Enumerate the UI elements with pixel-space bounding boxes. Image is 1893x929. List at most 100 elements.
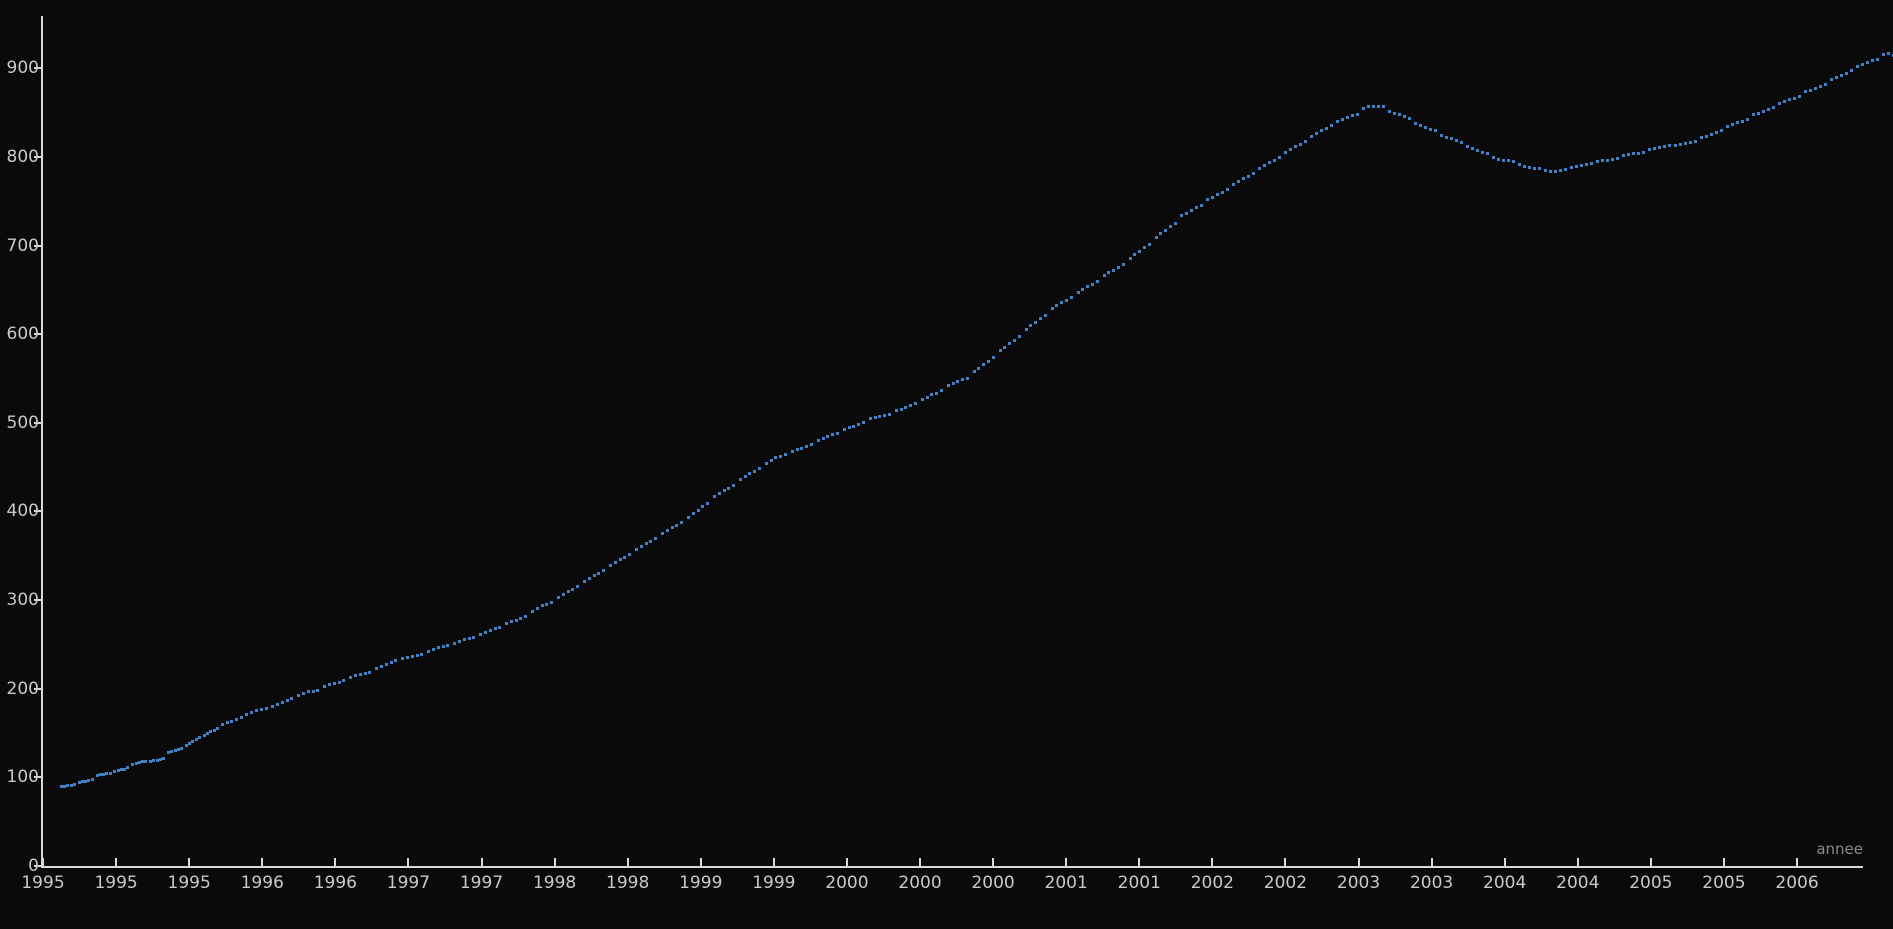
data-point: [1310, 134, 1314, 138]
x-tick-label: 2005: [1702, 873, 1746, 893]
data-point: [1299, 142, 1303, 146]
x-tick-label: 2002: [1190, 873, 1234, 893]
data-point: [935, 391, 939, 395]
data-point: [1891, 54, 1893, 58]
data-point: [1424, 125, 1428, 129]
data-point: [530, 609, 534, 613]
data-point: [270, 704, 274, 708]
data-point: [566, 590, 570, 594]
data-point: [649, 539, 653, 543]
data-point: [342, 678, 346, 682]
y-tick-label: 100: [6, 767, 39, 788]
data-point: [105, 771, 109, 775]
x-tick-label: 1999: [679, 873, 723, 893]
data-point: [977, 366, 981, 370]
data-point: [1372, 104, 1376, 108]
data-point: [1289, 147, 1293, 151]
x-tick-label: 2004: [1556, 873, 1600, 893]
x-tick: [772, 858, 775, 867]
data-point: [1388, 109, 1392, 113]
y-axis-line: [41, 16, 43, 868]
x-tick-label: 2003: [1409, 873, 1454, 893]
x-tick-label: 2000: [825, 873, 869, 893]
data-point: [1070, 295, 1074, 299]
data-point: [504, 622, 508, 626]
data-point: [602, 568, 606, 572]
x-tick: [1065, 858, 1068, 867]
data-point: [732, 483, 736, 487]
data-point: [961, 378, 965, 382]
data-point: [639, 545, 643, 549]
data-point: [1688, 140, 1692, 144]
data-point: [1875, 57, 1879, 61]
data-point: [1329, 124, 1333, 128]
y-tick: [34, 865, 42, 867]
data-point: [857, 422, 861, 426]
data-point: [1102, 273, 1106, 277]
x-tick-label: 2000: [971, 873, 1015, 893]
data-point: [1325, 126, 1329, 130]
data-point: [446, 644, 450, 648]
data-point: [1731, 123, 1735, 127]
x-tick-label: 1996: [240, 873, 284, 893]
data-point: [225, 721, 229, 725]
data-point: [888, 412, 892, 416]
data-point: [72, 783, 76, 787]
data-point: [873, 415, 877, 419]
y-tick: [34, 510, 42, 513]
data-point: [353, 674, 357, 678]
data-point: [1480, 150, 1484, 154]
x-axis-line: [41, 866, 1863, 868]
data-point: [1511, 160, 1515, 164]
data-point: [1771, 106, 1775, 110]
data-point: [457, 639, 461, 643]
data-point: [113, 770, 117, 774]
data-point: [400, 656, 404, 660]
data-point: [1180, 214, 1184, 218]
data-point: [259, 708, 263, 712]
data-point: [374, 667, 378, 671]
y-tick-label: 900: [6, 58, 39, 79]
data-point: [1242, 177, 1246, 181]
data-point: [119, 768, 123, 772]
data-point: [852, 424, 856, 428]
x-tick: [699, 858, 702, 867]
x-tick: [261, 858, 264, 867]
data-point: [992, 356, 996, 360]
data-point: [634, 547, 638, 551]
data-point: [368, 670, 372, 674]
x-tick: [334, 858, 337, 867]
data-point: [426, 649, 430, 653]
data-point: [348, 676, 352, 680]
data-point: [758, 467, 762, 471]
data-point: [296, 693, 300, 697]
data-point: [904, 405, 908, 409]
x-tick-label: 1995: [94, 873, 138, 893]
data-point: [779, 454, 783, 458]
data-point: [1195, 206, 1199, 210]
data-point: [483, 631, 487, 634]
data-point: [337, 680, 341, 684]
data-point: [1367, 105, 1371, 109]
data-point: [1544, 169, 1548, 173]
data-point: [1284, 150, 1288, 154]
data-point: [327, 683, 331, 687]
data-point: [311, 689, 315, 693]
data-point: [1679, 142, 1683, 146]
data-point: [608, 563, 612, 567]
y-tick: [34, 687, 42, 690]
data-point: [592, 574, 596, 578]
data-point: [322, 685, 326, 689]
data-point: [249, 710, 253, 714]
x-tick: [42, 858, 44, 867]
data-point: [1844, 71, 1848, 75]
data-point: [1273, 158, 1277, 162]
data-point: [795, 448, 799, 452]
y-tick: [34, 599, 42, 602]
data-point: [1164, 228, 1168, 232]
data-point: [826, 435, 830, 439]
data-point: [946, 383, 950, 387]
data-point: [1693, 139, 1697, 143]
data-point: [1263, 163, 1267, 167]
data-point: [134, 762, 138, 766]
